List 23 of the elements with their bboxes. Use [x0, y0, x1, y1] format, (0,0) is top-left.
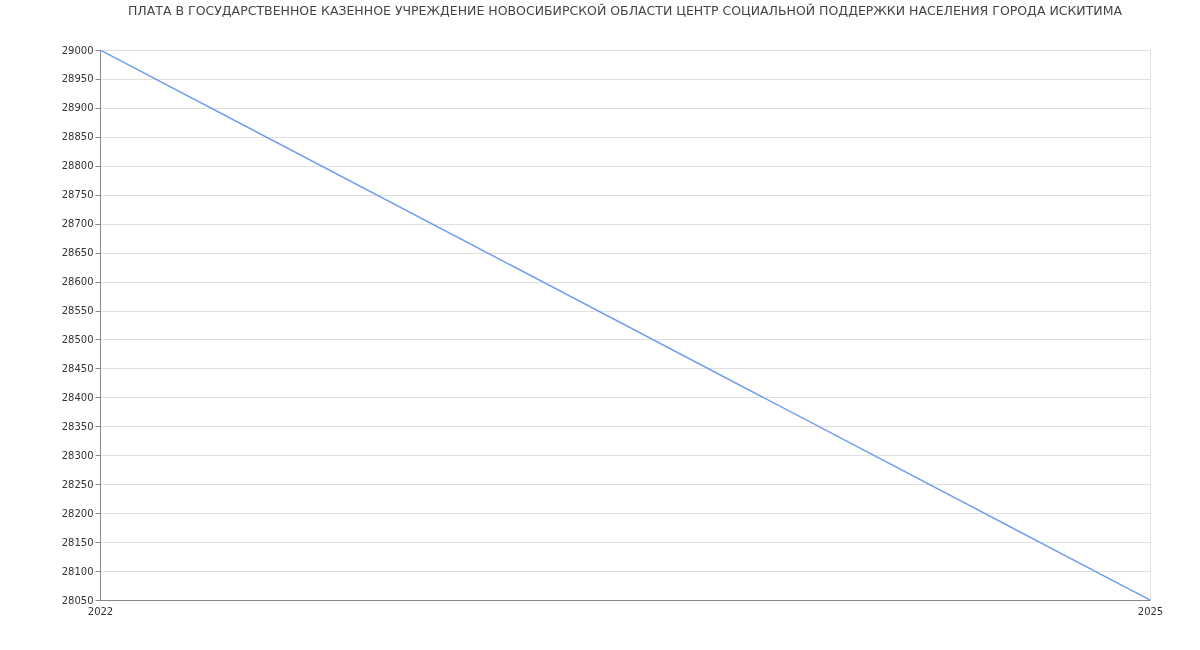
y-tick-label: 28450 — [61, 362, 94, 374]
y-tick-label: 28500 — [61, 333, 94, 345]
y-tick-label: 28300 — [61, 449, 94, 461]
y-tick-label: 28250 — [61, 478, 94, 490]
y-tick-label: 28650 — [61, 247, 94, 259]
y-tick-label: 28850 — [61, 131, 94, 143]
y-tick-label: 28350 — [61, 420, 94, 432]
y-tick-label: 28950 — [61, 73, 94, 85]
y-tick-label: 28750 — [61, 189, 94, 201]
x-tick-label: 2025 — [1137, 605, 1164, 617]
y-tick-label: 28600 — [61, 276, 94, 288]
y-tick-label: 28550 — [61, 305, 94, 317]
y-tick-label: 28100 — [61, 565, 94, 577]
y-tick-label: 28200 — [61, 507, 94, 519]
chart-title: ПЛАТА В ГОСУДАРСТВЕННОЕ КАЗЕННОЕ УЧРЕЖДЕНИЕ НОВОСИБИРСКОЙ ОБЛАСТИ ЦЕНТР СОЦИАЛЬНОЙ ПОДДЕРЖКИ НАСЕЛЕНИЯ ГОРОДА ИСКИТИМА — [127, 2, 1123, 18]
y-tick-label: 28800 — [61, 160, 94, 172]
y-tick-label: 28900 — [61, 102, 94, 114]
y-tick-label: 28700 — [61, 218, 94, 230]
x-tick-label: 2022 — [87, 605, 114, 617]
y-tick-label: 28150 — [61, 536, 94, 548]
y-tick-label: 28400 — [61, 391, 94, 403]
y-tick-label: 29000 — [61, 44, 94, 56]
y-tick-label: 28050 — [61, 594, 94, 606]
